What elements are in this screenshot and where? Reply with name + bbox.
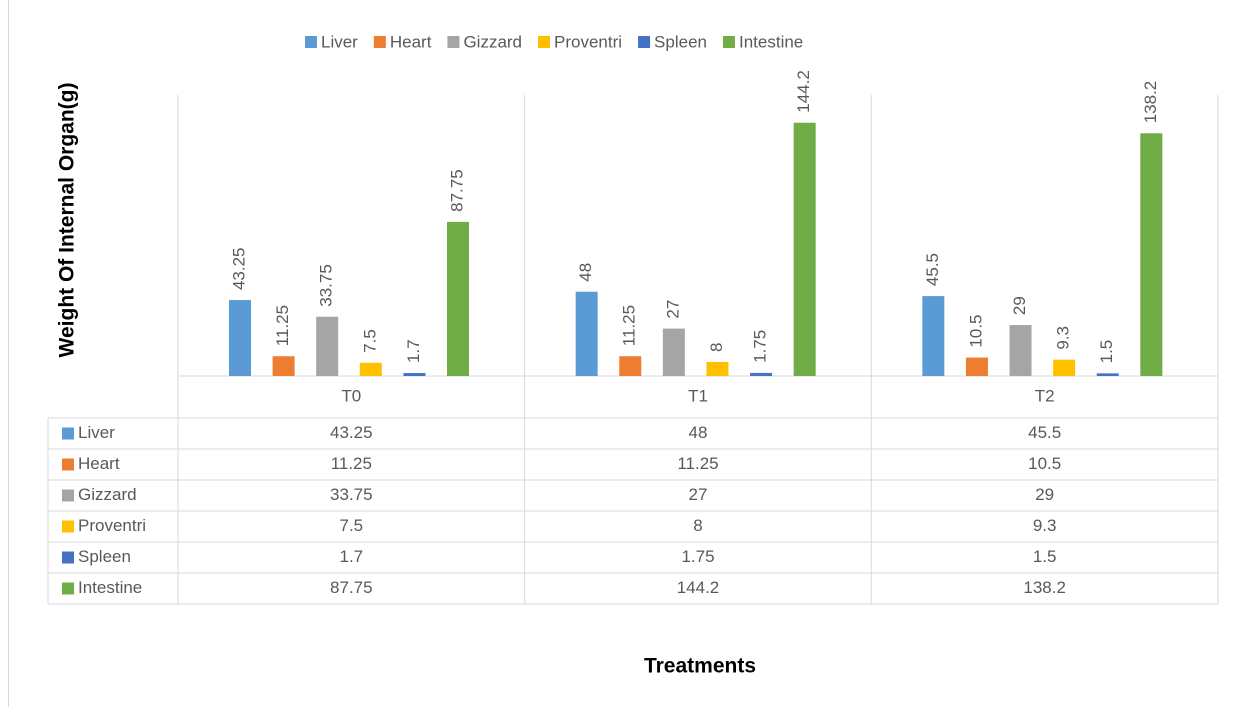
x-tick-label: T0 xyxy=(341,386,361,405)
data-label: 43.25 xyxy=(229,247,248,290)
data-label: 33.75 xyxy=(317,264,336,307)
data-label: 8 xyxy=(707,342,726,351)
bar xyxy=(447,221,469,376)
table-cell: 11.25 xyxy=(331,454,372,473)
table-cell: 138.2 xyxy=(1023,578,1066,597)
legend-label: Heart xyxy=(390,32,432,51)
bar xyxy=(1140,133,1163,376)
legend-label: Spleen xyxy=(654,32,707,51)
bar xyxy=(662,328,685,376)
table-row-label: Heart xyxy=(78,454,120,473)
bar xyxy=(272,356,295,376)
legend-key xyxy=(373,36,386,48)
legend-label: Gizzard xyxy=(463,32,522,51)
legend-label: Proventri xyxy=(554,32,622,51)
table-row-label: Gizzard xyxy=(78,485,137,504)
table-legend-key xyxy=(62,427,74,440)
bar xyxy=(750,372,773,376)
x-axis-title: Treatments xyxy=(644,655,756,678)
bar xyxy=(316,316,339,376)
table-legend-key xyxy=(62,458,74,471)
chart-border xyxy=(8,0,9,707)
x-tick-label: T2 xyxy=(1035,386,1055,405)
table-cell: 1.75 xyxy=(681,547,714,566)
bar xyxy=(619,356,642,376)
data-label: 11.25 xyxy=(273,305,292,346)
legend-key xyxy=(722,36,735,48)
table-cell: 29 xyxy=(1035,485,1054,504)
data-label: 87.75 xyxy=(447,169,466,212)
data-label: 27 xyxy=(663,300,682,319)
table-cell: 43.25 xyxy=(330,423,373,442)
bar xyxy=(793,122,816,376)
table-row-label: Intestine xyxy=(78,578,142,597)
table-cell: 87.75 xyxy=(330,578,373,597)
bar xyxy=(706,361,729,376)
bar xyxy=(575,291,598,376)
table-row-label: Proventri xyxy=(78,516,146,535)
table-row-label: Liver xyxy=(78,423,115,442)
table-cell: 1.5 xyxy=(1033,547,1057,566)
table-cell: 45.5 xyxy=(1028,423,1061,442)
data-label: 7.5 xyxy=(360,329,379,353)
legend-key xyxy=(305,36,317,48)
table-legend-key xyxy=(62,489,74,502)
legend-key xyxy=(638,36,651,48)
data-label: 1.75 xyxy=(751,330,770,363)
data-label: 11.25 xyxy=(620,305,639,346)
table-cell: 10.5 xyxy=(1028,454,1061,473)
data-label: 1.7 xyxy=(404,339,423,363)
bar xyxy=(922,296,945,376)
table-cell: 8 xyxy=(693,516,702,535)
table-legend-key xyxy=(62,520,74,533)
data-label: 1.5 xyxy=(1097,340,1116,364)
data-label: 144.2 xyxy=(794,70,813,113)
bar xyxy=(1096,373,1119,376)
y-axis-title: Weight Of Internal Organ(g) xyxy=(56,83,79,358)
table-cell: 11.25 xyxy=(677,454,718,473)
x-tick-label: T1 xyxy=(688,386,708,405)
bar xyxy=(359,362,382,376)
table-cell: 7.5 xyxy=(340,516,364,535)
data-label: 9.3 xyxy=(1054,326,1073,350)
data-label: 10.5 xyxy=(966,314,985,347)
data-label: 138.2 xyxy=(1141,81,1160,124)
bar xyxy=(965,357,988,376)
bar xyxy=(1053,359,1076,376)
table-cell: 27 xyxy=(689,485,708,504)
legend-key xyxy=(447,36,460,48)
data-label: 48 xyxy=(576,263,595,282)
data-label: 29 xyxy=(1010,296,1029,315)
table-cell: 9.3 xyxy=(1033,516,1057,535)
legend-key xyxy=(538,36,551,48)
table-legend-key xyxy=(62,582,74,595)
bar xyxy=(403,373,426,376)
table-cell: 33.75 xyxy=(330,485,373,504)
legend-label: Intestine xyxy=(739,32,803,51)
table-legend-key xyxy=(62,551,74,564)
table-cell: 48 xyxy=(689,423,708,442)
legend-label: Liver xyxy=(321,32,358,51)
data-label: 45.5 xyxy=(923,253,942,286)
bar xyxy=(1009,325,1032,376)
table-row-label: Spleen xyxy=(78,547,131,566)
table-cell: 1.7 xyxy=(340,547,364,566)
table-cell: 144.2 xyxy=(677,578,720,597)
bar xyxy=(229,300,251,376)
